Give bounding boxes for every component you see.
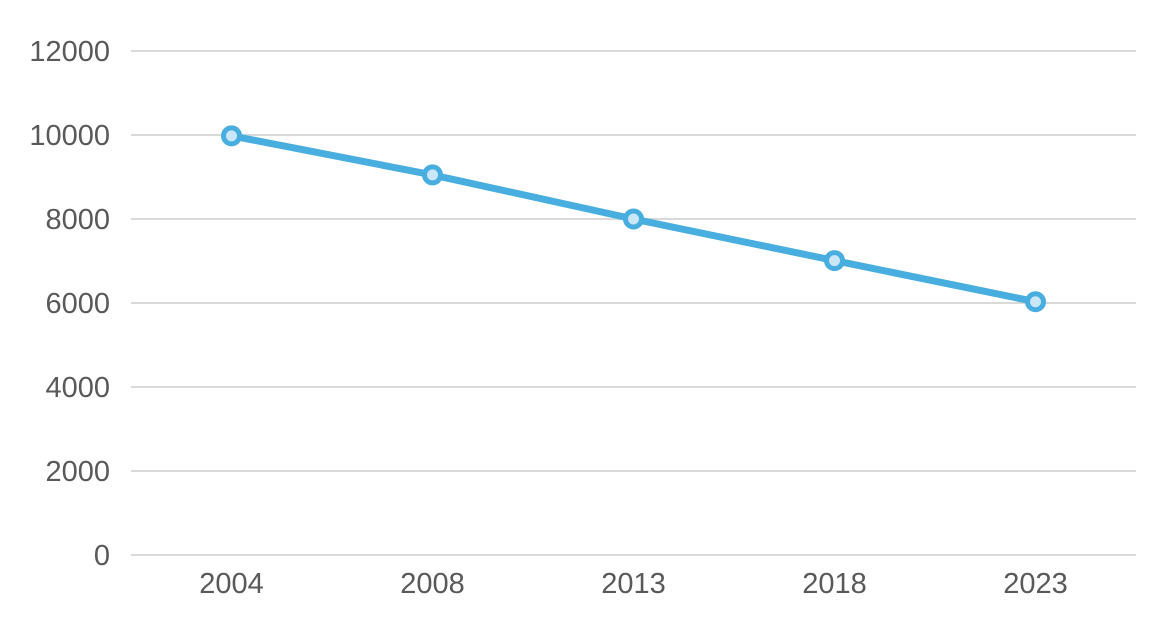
data-point-marker bbox=[1025, 291, 1046, 313]
x-axis-tick-label: 2008 bbox=[400, 568, 465, 600]
y-axis-tick-label: 4000 bbox=[45, 372, 110, 404]
x-axis-tick-label: 2018 bbox=[802, 568, 867, 600]
y-axis-tick-label: 10000 bbox=[29, 120, 110, 152]
data-point-marker bbox=[221, 125, 242, 147]
x-axis-tick-label: 2013 bbox=[601, 568, 666, 600]
x-axis-tick-label: 2004 bbox=[199, 568, 264, 600]
data-point-marker bbox=[422, 164, 443, 186]
data-point-marker bbox=[623, 208, 644, 230]
y-axis-tick-label: 0 bbox=[94, 540, 110, 572]
y-axis-tick-label: 12000 bbox=[29, 36, 110, 68]
y-axis-tick-label: 8000 bbox=[45, 204, 110, 236]
data-point-marker bbox=[824, 250, 845, 272]
y-axis-tick-label: 6000 bbox=[45, 288, 110, 320]
x-axis-tick-label: 2023 bbox=[1003, 568, 1068, 600]
y-axis-tick-label: 2000 bbox=[45, 456, 110, 488]
